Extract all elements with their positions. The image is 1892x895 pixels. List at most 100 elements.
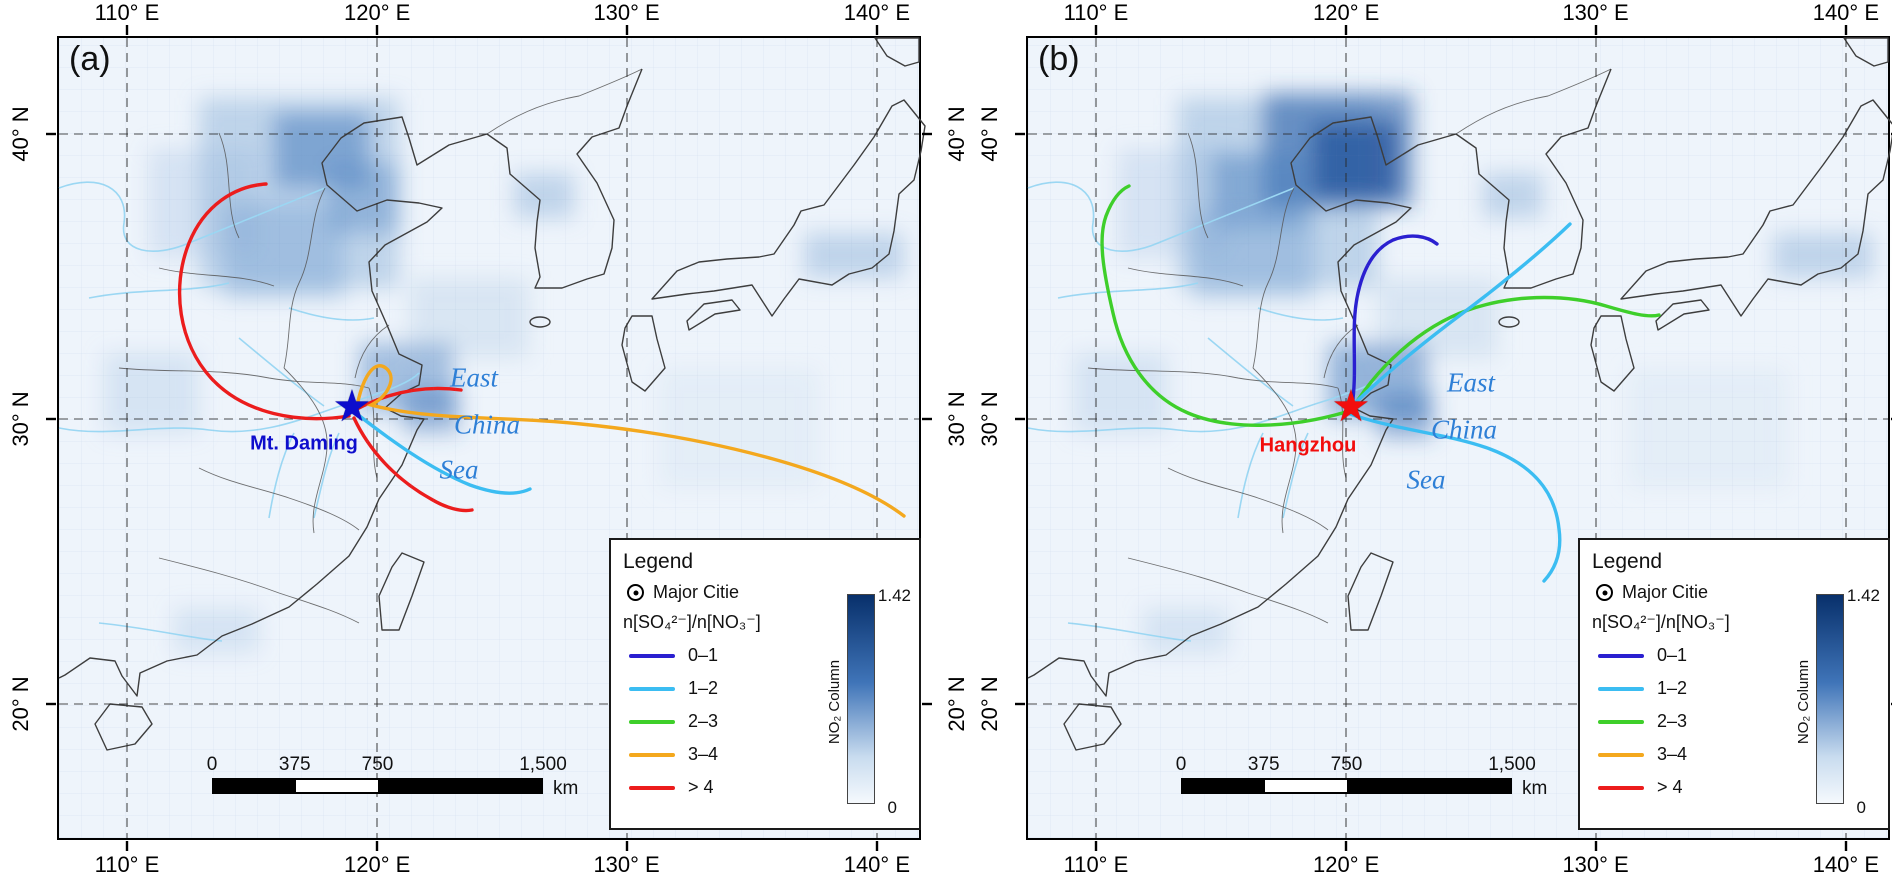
tick-label-lon: 140° E xyxy=(1812,852,1880,877)
sea-label-china: China xyxy=(1430,414,1498,445)
legend-class-row: 3–4 xyxy=(1590,738,1878,771)
tick-label-lon: 110° E xyxy=(1063,0,1129,25)
tick-label-lon: 140° E xyxy=(1812,0,1880,25)
tick-label-lon: 130° E xyxy=(1562,852,1629,877)
legend-classes: 0–1 1–2 2–3 3–4 > 4 xyxy=(621,639,909,804)
trajectory-color-swatch xyxy=(1598,686,1644,691)
colorbar-max-value: 1.42 xyxy=(1846,586,1880,605)
legend-class-row: > 4 xyxy=(621,771,909,804)
trajectory-color-swatch xyxy=(1598,752,1644,757)
tick-label-lon: 120° E xyxy=(1313,852,1380,877)
scale-segment xyxy=(377,780,541,792)
legend-class-row: 1–2 xyxy=(1590,672,1878,705)
major-cities-label: Major Citie xyxy=(653,582,740,602)
scale-label: 375 xyxy=(278,754,311,775)
legend-class-label: 2–3 xyxy=(688,711,719,731)
major-city-icon xyxy=(627,584,644,601)
scale-label: 0 xyxy=(206,754,218,775)
legend-class-label: 2–3 xyxy=(1657,711,1688,731)
panel-label: (a) xyxy=(69,40,111,78)
tick-label-lat: 30° N xyxy=(977,391,1002,447)
tick-label-lon: 140° E xyxy=(843,0,911,25)
tick-label-lon: 130° E xyxy=(593,0,660,25)
trajectory-color-swatch xyxy=(629,752,675,757)
trajectory-ratio-1-2 xyxy=(1352,222,1572,406)
trajectory-color-swatch xyxy=(1598,785,1644,790)
scale-label: 1,500 xyxy=(1488,754,1536,775)
scale-bar-segments xyxy=(212,778,543,794)
tick-label-lon: 120° E xyxy=(1313,0,1380,25)
tick-label-lat: 40° N xyxy=(977,106,1002,162)
no2-colorbar: NO₂ Column (10¹⁶ molecules/cm²) 1.42 0 xyxy=(1756,586,1881,818)
trajectory-ratio-3-4 xyxy=(355,364,906,518)
scale-label: 0 xyxy=(1175,754,1187,775)
scale-label: 1,500 xyxy=(519,754,567,775)
legend-class-label: 3–4 xyxy=(1657,744,1688,764)
legend: Legend Major Citie n[SO₄²⁻]/n[NO₃⁻] 0–1 … xyxy=(1578,538,1890,830)
trajectory-color-swatch xyxy=(629,785,675,790)
colorbar-title-line1: NO₂ Column xyxy=(1795,659,1813,745)
trajectories-a xyxy=(177,182,906,518)
legend-title: Legend xyxy=(1592,550,1663,573)
tick-label-lon: 110° E xyxy=(94,0,160,25)
tick-label-lat: 40° N xyxy=(8,106,33,162)
trajectory-ratio-gt4 xyxy=(352,416,474,513)
legend-class-label: 3–4 xyxy=(688,744,719,764)
trajectory-ratio-2-3 xyxy=(1100,184,1348,427)
scale-segment xyxy=(295,780,378,792)
legend-class-label: > 4 xyxy=(1657,777,1683,797)
scale-bar-segments xyxy=(1181,778,1512,794)
tick-label-lon: 130° E xyxy=(593,852,660,877)
colorbar-min-value: 0 xyxy=(1856,798,1866,817)
scale-bar-labels: 0 375 750 1,500 xyxy=(1176,752,1536,778)
trajectory-ratio-1-2 xyxy=(355,412,532,495)
trajectories-b xyxy=(1100,184,1661,583)
tick-label-lat: 30° N xyxy=(8,391,33,447)
map-panel-b: 110° E 120° E 130° E 140° E 110° E 120° … xyxy=(977,0,1892,877)
trajectory-color-swatch xyxy=(1598,719,1644,724)
scale-segment xyxy=(214,780,296,792)
legend-class-label: 0–1 xyxy=(1657,645,1688,665)
trajectory-ratio-1-2 xyxy=(1348,412,1562,583)
tick-label-lat: 20° N xyxy=(8,676,33,733)
legend-class-row: 2–3 xyxy=(1590,705,1878,738)
trajectory-color-swatch xyxy=(629,653,675,658)
colorbar-min-value: 0 xyxy=(887,798,897,817)
colorbar-max-value: 1.42 xyxy=(877,586,911,605)
scale-segment xyxy=(1346,780,1510,792)
legend-class-row: 0–1 xyxy=(621,639,909,672)
trajectory-color-swatch xyxy=(1598,653,1644,658)
scale-segment xyxy=(1183,780,1265,792)
trajectory-ratio-gt4 xyxy=(353,386,463,412)
sea-label-sea: Sea xyxy=(439,454,479,485)
panel-label: (b) xyxy=(1038,40,1080,78)
trajectory-color-swatch xyxy=(629,719,675,724)
scale-label: 750 xyxy=(361,754,394,775)
legend-class-row: > 4 xyxy=(1590,771,1878,804)
trajectory-ratio-gt4 xyxy=(177,182,351,421)
scale-label: 750 xyxy=(1330,754,1363,775)
tick-label-lon: 130° E xyxy=(1562,0,1629,25)
legend: Legend Major Citie n[SO₄²⁻]/n[NO₃⁻] 0–1 … xyxy=(609,538,921,830)
no2-column-raster xyxy=(1073,93,1873,653)
tick-label-lon: 120° E xyxy=(344,0,411,25)
sea-label-east: East xyxy=(1446,367,1496,398)
legend-ratio-title: n[SO₄²⁻]/n[NO₃⁻] xyxy=(1592,612,1730,632)
scale-bar: 0 375 750 1,500 km xyxy=(207,752,579,799)
legend-classes: 0–1 1–2 2–3 3–4 > 4 xyxy=(1590,639,1878,804)
tick-label-lat: 20° N xyxy=(944,676,969,733)
scale-bar: 0 375 750 1,500 km xyxy=(1176,752,1548,799)
legend-class-label: > 4 xyxy=(688,777,714,797)
sea-label-sea: Sea xyxy=(1406,464,1446,495)
map-canvas-b xyxy=(1013,23,1892,853)
trajectory-color-swatch xyxy=(629,686,675,691)
legend-class-label: 0–1 xyxy=(688,645,719,665)
tick-label-lon: 120° E xyxy=(344,852,411,877)
major-cities-label: Major Citie xyxy=(1622,582,1709,602)
sea-label-east: East xyxy=(449,362,499,393)
colorbar-gradient xyxy=(847,594,875,804)
legend-class-row: 0–1 xyxy=(1590,639,1878,672)
scale-label: 375 xyxy=(1247,754,1280,775)
scale-unit: km xyxy=(553,778,579,799)
tick-label-lat: 40° N xyxy=(944,106,969,162)
